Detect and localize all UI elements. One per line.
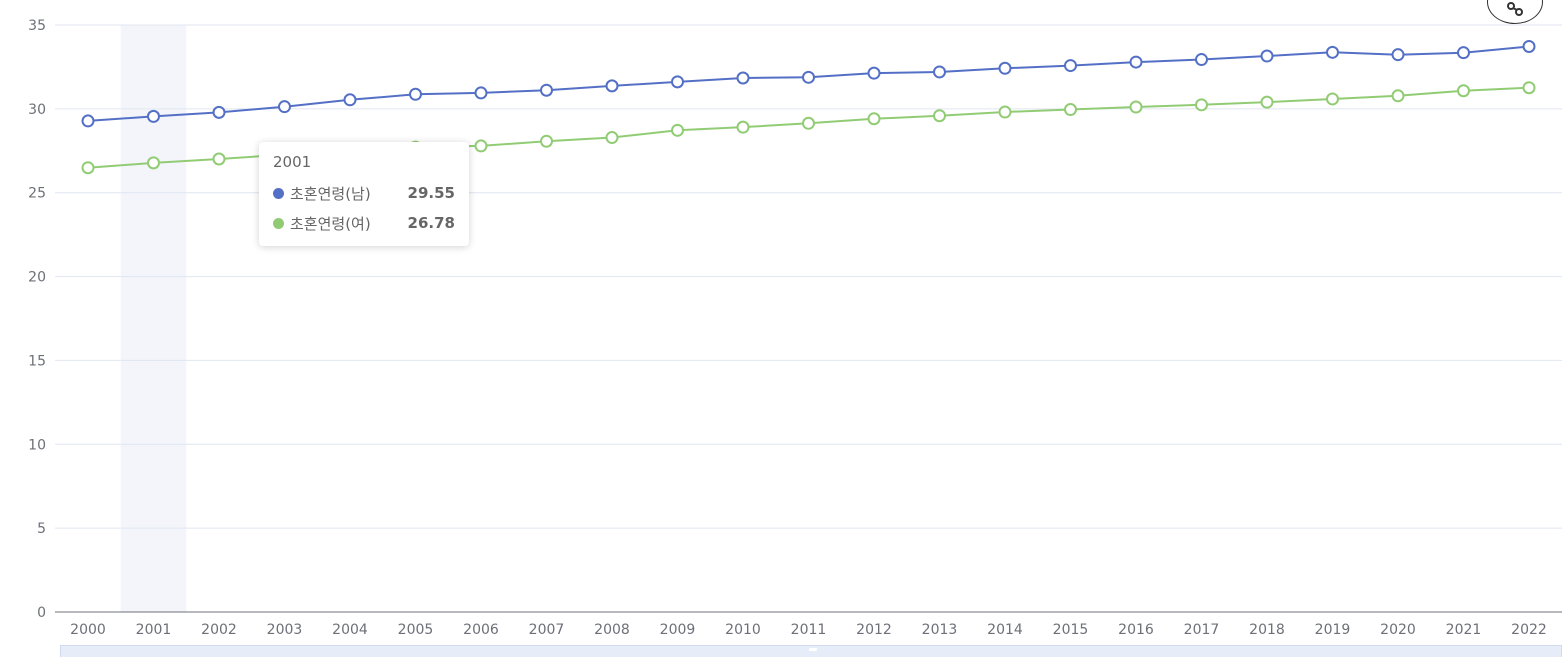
tooltip-row-male: 초혼연령(남) 29.55 [273,178,455,208]
data-point [1129,100,1143,114]
tooltip: 2001 초혼연령(남) 29.55 초혼연령(여) 26.78 [259,142,469,246]
y-tick-label: 0 [37,605,46,621]
x-tick-label: 2005 [398,622,434,638]
data-point [212,152,226,166]
data-point [998,61,1012,75]
x-tick-label: 2013 [922,622,958,638]
data-point [1260,95,1274,109]
data-point [802,116,815,130]
data-point [671,123,684,137]
y-tick-label: 25 [28,186,46,202]
x-tick-label: 2002 [201,622,237,638]
y-tick-label: 20 [28,270,46,286]
x-tick-label: 2007 [529,622,565,638]
x-tick-label: 2018 [1249,622,1285,638]
data-point [1457,84,1470,98]
share-button[interactable] [1487,0,1543,24]
x-tick-label: 2016 [1118,622,1154,638]
data-point [736,71,750,85]
x-tick-label: 2021 [1446,622,1482,638]
tooltip-series-name: 초혼연령(남) [290,184,371,203]
tooltip-series-name: 초혼연령(여) [290,214,371,233]
data-point [212,105,226,119]
data-point [1260,49,1274,63]
data-point [736,120,750,134]
data-point [1326,45,1339,59]
x-tick-label: 2015 [1053,622,1089,638]
data-point [1195,53,1208,67]
data-point [998,105,1012,119]
data-point [1391,48,1405,62]
x-tick-label: 2011 [791,622,827,638]
data-point [1326,92,1339,106]
x-tick-label: 2012 [856,622,892,638]
x-tick-label: 2014 [987,622,1023,638]
data-point [1129,55,1143,69]
data-point [409,87,422,101]
legend-dot-male [273,187,284,199]
data-point [867,66,881,80]
y-tick-label: 15 [28,353,46,369]
data-point [540,83,553,97]
tooltip-series-value: 26.78 [407,214,455,232]
grid-lines [55,24,1562,529]
tooltip-row-female: 초혼연령(여) 26.78 [273,208,455,238]
y-axis: 0 5 10 15 20 25 30 35 [28,18,46,621]
data-point [933,65,946,79]
data-point [540,134,553,148]
y-tick-label: 35 [28,18,46,34]
series-layer [81,39,1536,175]
x-tick-label: 2000 [70,622,106,638]
data-point [1391,89,1405,103]
data-point [278,100,291,114]
data-point [147,109,160,123]
y-tick-label: 5 [37,521,46,537]
data-point [147,156,160,170]
x-tick-label: 2010 [725,622,761,638]
data-zoom-slider[interactable] [60,645,1562,657]
x-tick-label: 2017 [1184,622,1220,638]
x-tick-label: 2003 [267,622,303,638]
x-tick-label: 2001 [136,622,172,638]
data-point [1522,39,1536,53]
data-point [1195,98,1208,112]
x-axis: 2000 2001 2002 2003 2004 2005 2006 2007 2008 2009… [55,611,1562,638]
data-point [933,109,946,123]
slider-handle[interactable] [809,648,817,651]
data-point [81,161,95,175]
tooltip-title: 2001 [273,153,312,171]
y-tick-label: 30 [28,102,46,118]
x-tick-label: 2020 [1380,622,1416,638]
legend-dot-female [273,217,284,229]
y-tick-label: 10 [28,437,46,453]
data-point [1522,81,1536,95]
series-male [81,39,1536,128]
x-tick-label: 2008 [594,622,630,638]
data-point [802,70,815,84]
data-point [605,131,619,145]
data-point [1457,46,1470,60]
x-tick-label: 2019 [1315,622,1351,638]
data-point [474,139,488,153]
data-point [605,79,619,93]
data-point [343,93,357,107]
data-point [671,75,684,89]
data-point [474,86,488,100]
data-point [81,114,95,128]
x-tick-label: 2004 [332,622,368,638]
x-tick-label: 2009 [660,622,696,638]
data-point [867,112,881,126]
tooltip-series-value: 29.55 [407,184,455,202]
x-tick-label: 2006 [463,622,499,638]
x-tick-label: 2022 [1511,622,1547,638]
share-icon [1507,2,1523,16]
data-point [1064,103,1077,117]
data-point [1064,59,1077,73]
